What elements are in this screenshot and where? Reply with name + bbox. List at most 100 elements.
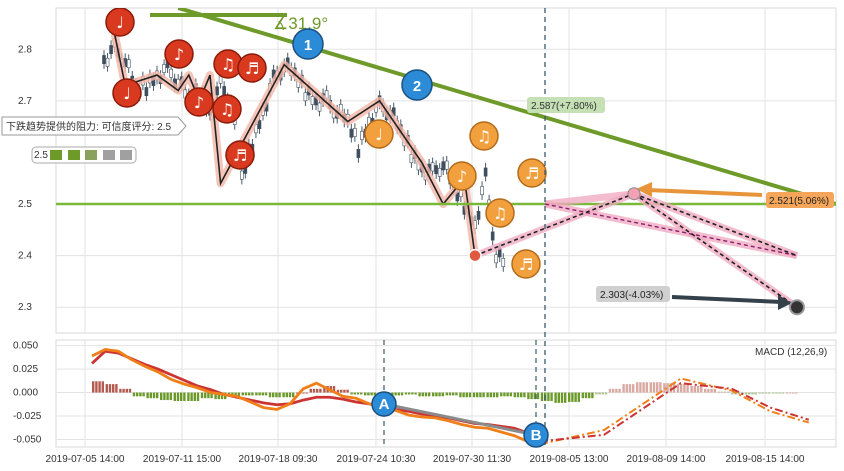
macd-histogram-bar — [424, 392, 428, 397]
macd-histogram-bar — [112, 384, 115, 393]
music-note-icon: ♩ — [123, 84, 131, 103]
candle-body — [490, 231, 495, 241]
macd-forecast-dea — [539, 382, 810, 443]
macd-histogram-bar — [608, 388, 612, 393]
macd-histogram-bar — [761, 392, 764, 394]
macd-histogram-bar — [710, 388, 713, 393]
music-note-icon: ♪ — [194, 93, 204, 112]
candle-body — [360, 131, 364, 141]
pivot-badge: ♬ — [225, 140, 255, 170]
divergence-line — [383, 402, 537, 437]
y-tick-label: 2.8 — [18, 44, 32, 55]
pivot-badge: ♬ — [517, 158, 547, 188]
macd-histogram-bar — [183, 392, 186, 402]
macd-histogram-bar — [367, 392, 370, 396]
macd-histogram-bar — [275, 392, 278, 398]
macd-histogram-bar — [136, 392, 139, 397]
target-arrow — [647, 188, 763, 197]
macd-histogram-bar — [492, 392, 496, 398]
pivot-circle — [105, 8, 135, 37]
wave-marker-label: 1 — [304, 37, 312, 54]
divergence-badge: B — [523, 422, 549, 448]
y-tick-label: 2.7 — [18, 96, 32, 107]
macd-histogram-bar — [540, 392, 544, 402]
macd-histogram-bar — [350, 392, 353, 395]
macd-histogram-bar — [319, 388, 322, 393]
upper-target-label: 2.587(+7.80%) — [527, 97, 605, 113]
macd-histogram-bar — [193, 392, 196, 402]
candle-body — [317, 102, 322, 112]
candle-body — [409, 154, 414, 164]
y-tick-label: 0.025 — [13, 364, 38, 375]
macd-histogram-bar — [251, 392, 254, 396]
macd-histogram-bar — [500, 392, 503, 397]
macd-histogram-bar — [408, 392, 411, 395]
macd-histogram-bar — [391, 392, 394, 396]
macd-histogram-bar — [214, 392, 217, 400]
pivot-badge: ♩ — [105, 8, 135, 37]
macd-histogram-bar — [421, 392, 424, 397]
macd-histogram-bar — [659, 382, 662, 393]
macd-histogram-bar — [772, 392, 775, 394]
macd-title: MACD (12,26,9) — [755, 347, 827, 358]
y-tick-label: -0.050 — [13, 434, 42, 445]
macd-histogram-bar — [598, 392, 601, 395]
macd-histogram-bar — [513, 392, 516, 398]
macd-histogram-bar — [720, 391, 724, 393]
x-tick-label: 2019-07-18 09:30 — [239, 454, 318, 465]
pivot-badge: ♪ — [447, 161, 477, 191]
macd-histogram-bar — [639, 382, 642, 393]
music-note-icon: ♫ — [220, 100, 234, 119]
macd-histogram-bar — [115, 384, 118, 393]
macd-histogram-bar — [536, 392, 540, 400]
macd-histogram-bar — [778, 392, 781, 394]
wave-marker-circle — [292, 28, 324, 60]
pivot-badge: ♩ — [112, 78, 142, 108]
macd-histogram-bar — [122, 388, 125, 393]
pivot-badge: ♬ — [511, 249, 541, 279]
rating-icon — [85, 150, 97, 160]
macd-histogram-bar — [292, 392, 295, 398]
music-note-icon: ♫ — [493, 204, 507, 223]
projection-band — [544, 190, 635, 208]
macd-histogram-bar — [628, 384, 632, 393]
music-note-icon: ♬ — [519, 255, 533, 274]
macd-histogram-bar — [119, 388, 122, 393]
macd-histogram-bar — [296, 392, 299, 394]
current-price-dot — [468, 248, 482, 263]
macd-histogram-bar — [441, 392, 444, 397]
pivot-badge: ♫ — [469, 121, 499, 151]
music-note-icon: ♬ — [245, 59, 259, 78]
macd-histogram-bar — [489, 392, 492, 398]
macd-histogram-bar — [496, 392, 499, 398]
macd-histogram-bar — [604, 392, 608, 395]
macd-histogram-bar — [400, 392, 404, 396]
music-note-icon: ♫ — [221, 55, 235, 74]
zigzag-line — [113, 33, 476, 256]
macd-histogram-bar — [574, 392, 577, 402]
support-label-box: 2.5 — [31, 146, 137, 164]
macd-histogram-bar — [520, 392, 523, 398]
macd-histogram-bar — [527, 392, 530, 400]
y-tick-label: 2.3 — [18, 302, 32, 313]
target-arrow — [671, 295, 783, 304]
macd-histogram-bar — [479, 392, 482, 398]
macd-histogram-bar — [305, 392, 308, 394]
macd-histogram-bar — [713, 388, 716, 393]
x-tick-label: 2019-07-05 14:00 — [46, 454, 125, 465]
rating-icon — [50, 150, 62, 160]
candle-body — [444, 160, 449, 170]
macd-histogram-bar — [758, 392, 761, 394]
x-tick-label: 2019-08-15 14:00 — [726, 454, 805, 465]
macd-histogram-bar — [445, 392, 448, 396]
macd-histogram-bar — [95, 381, 98, 393]
macd-histogram-bar — [302, 392, 305, 394]
projection-path — [474, 192, 635, 257]
candle-body — [257, 120, 262, 130]
macd-histogram-bar — [132, 392, 136, 397]
pivot-circle — [212, 94, 242, 124]
macd-histogram-bar — [680, 384, 683, 393]
price-plot: ♩ ♩ ♪ ♪ ♫ ♫ ♬ ♬ ♩ ♫ ♪ ♫ ♬ ♬ — [56, 8, 836, 316]
macd-histogram-bar — [506, 392, 509, 397]
